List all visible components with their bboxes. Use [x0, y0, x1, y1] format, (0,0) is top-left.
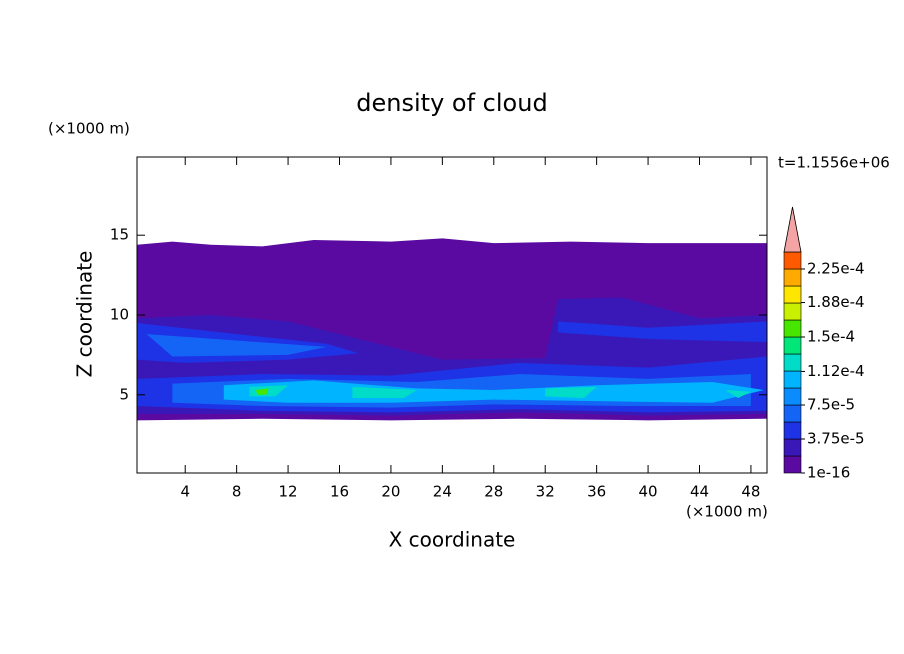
colorbar-tick-label: 1.88e-4 [807, 293, 865, 311]
colorbar-box [783, 268, 802, 287]
x-tick-label: 32 [536, 483, 555, 501]
x-tick-label: 20 [381, 483, 400, 501]
colorbar-box [783, 353, 802, 372]
contour-region [146, 334, 327, 357]
x-tick-label: 12 [279, 483, 298, 501]
contour-region [725, 390, 751, 398]
colorbar-tick-label: 2.25e-4 [807, 260, 865, 278]
colorbar-tick-label: 1.5e-4 [807, 328, 855, 346]
x-tick-label: 40 [639, 483, 658, 501]
colorbar-box [783, 404, 802, 423]
colorbar-box [783, 455, 802, 474]
contour-region [545, 386, 597, 398]
x-axis-label: X coordinate [389, 528, 516, 552]
x-tick-label: 36 [587, 483, 606, 501]
x-tick-label: 24 [433, 483, 452, 501]
colorbar-tick-label: 1.12e-4 [807, 362, 865, 380]
y-tick-label: 5 [119, 385, 129, 403]
colorbar-box [783, 319, 802, 338]
x-tick-label: 28 [484, 483, 503, 501]
y-unit: (×1000 m) [48, 120, 130, 138]
x-unit: (×1000 m) [686, 503, 768, 521]
colorbar-tick-label: 1e-16 [807, 464, 850, 482]
annotation: t=1.1556e+06 [778, 154, 890, 172]
x-tick-label: 4 [180, 483, 190, 501]
colorbar-box [783, 302, 802, 321]
colorbar-box [783, 251, 802, 270]
x-tick-label: 8 [232, 483, 242, 501]
colorbar-box [783, 370, 802, 389]
chart-title: density of cloud [356, 89, 547, 117]
colorbar-box [783, 421, 802, 440]
colorbar-extension [783, 206, 802, 253]
colorbar-box [783, 285, 802, 304]
contour-region [558, 321, 767, 343]
colorbar-tick-label: 3.75e-5 [807, 430, 865, 448]
y-tick-label: 10 [110, 306, 129, 324]
y-axis-label: Z coordinate [73, 251, 97, 378]
x-tick-label: 16 [330, 483, 349, 501]
colorbar-tick-label: 7.5e-5 [807, 396, 855, 414]
x-tick-label: 48 [741, 483, 760, 501]
contour-region [255, 388, 269, 395]
x-tick-label: 44 [690, 483, 709, 501]
contour-field [137, 238, 767, 421]
colorbar-box [783, 387, 802, 406]
contour-region [352, 386, 417, 398]
y-tick-label: 15 [110, 226, 129, 244]
colorbar-box [783, 438, 802, 457]
colorbar-box [783, 336, 802, 355]
